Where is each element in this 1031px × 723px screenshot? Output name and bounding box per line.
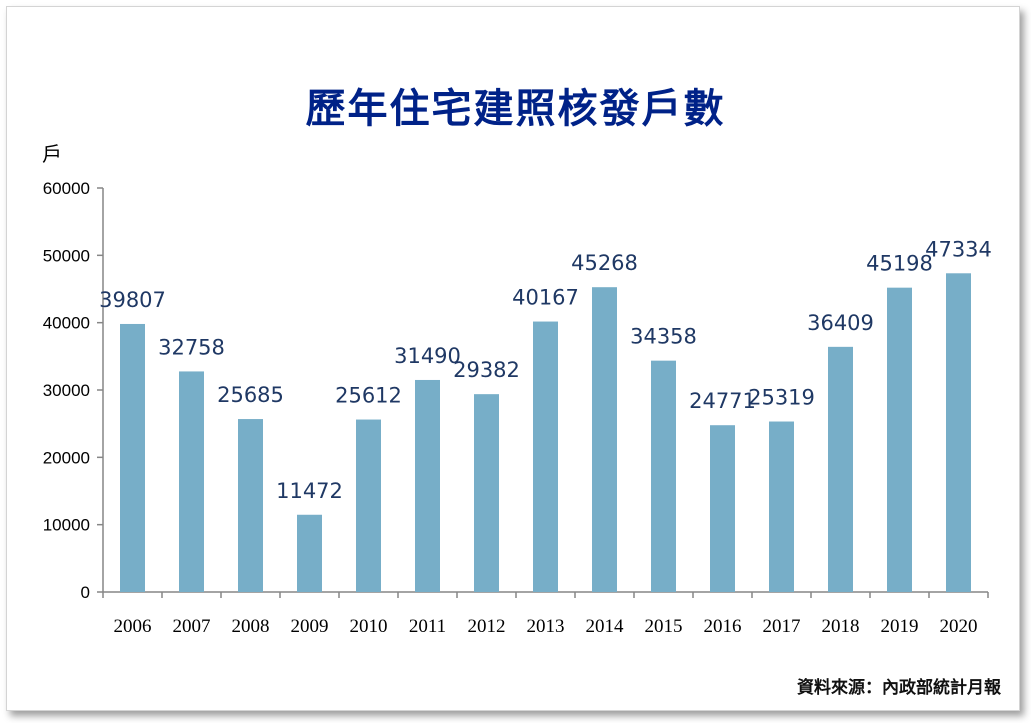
data-label: 25612 [335,384,402,408]
bar [710,425,735,592]
y-tick-label: 40000 [43,314,90,333]
bar [592,287,617,592]
x-tick-label: 2011 [409,616,446,637]
data-label: 36409 [807,311,874,335]
x-tick-label: 2013 [527,616,565,637]
y-tick-label: 20000 [43,448,90,467]
bar [179,371,204,592]
x-tick-label: 2012 [468,616,506,637]
data-label: 40167 [512,286,579,310]
x-tick-label: 2020 [940,616,978,637]
bar [120,323,145,592]
data-label: 25319 [748,386,815,410]
x-tick-label: 2015 [645,616,683,637]
bar [828,346,853,592]
y-tick-label: 10000 [43,516,90,535]
bar [533,321,558,592]
x-tick-label: 2017 [763,616,801,637]
y-tick-label: 50000 [43,246,90,265]
data-label: 31490 [394,344,461,368]
y-tick-label: 30000 [43,381,90,400]
data-label: 11472 [276,479,343,503]
y-axis-unit-label: 戶 [42,142,62,166]
bar [297,514,322,592]
bar [356,419,381,592]
x-tick-label: 2006 [114,616,152,637]
x-tick-label: 2008 [232,616,270,637]
data-label: 47334 [925,237,992,261]
bar [651,360,676,592]
data-label: 24771 [689,389,756,413]
data-label: 32758 [158,335,225,359]
bar [238,419,263,592]
data-label: 45268 [571,251,638,275]
data-label: 45198 [866,252,933,276]
x-tick-label: 2014 [586,616,625,637]
x-tick-label: 2009 [291,616,329,637]
x-tick-label: 2019 [881,616,919,637]
x-tick-label: 2016 [704,616,742,637]
data-label: 25685 [217,383,284,407]
data-label: 39807 [99,288,166,312]
x-tick-label: 2010 [350,616,388,637]
bar [474,394,499,592]
source-note: 資料來源：內政部統計月報 [797,678,1001,698]
chart-title: 歷年住宅建照核發戶數 [305,86,726,132]
x-tick-label: 2007 [173,616,211,637]
data-label: 29382 [453,358,520,382]
bar [946,273,971,592]
y-tick-label: 0 [81,583,90,602]
y-tick-label: 60000 [43,179,90,198]
bar [887,287,912,592]
x-tick-label: 2018 [822,616,860,637]
bar [769,421,794,592]
bar [415,379,440,592]
data-label: 34358 [630,325,697,349]
